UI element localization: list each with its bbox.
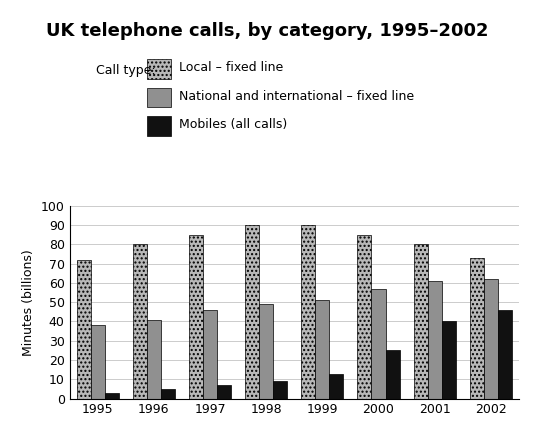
Bar	[273, 381, 287, 399]
Bar	[147, 320, 161, 399]
Y-axis label: Minutes (billions): Minutes (billions)	[22, 249, 35, 356]
Text: Call type:: Call type:	[96, 64, 156, 77]
Bar	[442, 321, 456, 399]
Bar	[77, 260, 90, 399]
FancyBboxPatch shape	[147, 116, 171, 136]
Bar	[330, 374, 343, 399]
Bar	[484, 279, 498, 399]
Bar	[245, 225, 259, 399]
Text: Mobiles (all calls): Mobiles (all calls)	[179, 118, 287, 131]
Bar	[357, 235, 371, 399]
Bar	[133, 244, 147, 399]
Bar	[189, 235, 203, 399]
Text: UK telephone calls, by category, 1995–2002: UK telephone calls, by category, 1995–20…	[46, 22, 489, 40]
Bar	[414, 244, 427, 399]
Bar	[161, 389, 175, 399]
FancyBboxPatch shape	[147, 59, 171, 79]
Bar	[301, 225, 315, 399]
Text: Local – fixed line: Local – fixed line	[179, 61, 284, 74]
Text: National and international – fixed line: National and international – fixed line	[179, 90, 414, 102]
Bar	[203, 310, 217, 399]
Bar	[217, 385, 231, 399]
FancyBboxPatch shape	[147, 88, 171, 107]
Bar	[371, 289, 386, 399]
Bar	[315, 300, 330, 399]
Bar	[105, 393, 119, 399]
Bar	[498, 310, 512, 399]
Bar	[90, 325, 105, 399]
Bar	[427, 281, 442, 399]
Bar	[470, 258, 484, 399]
Bar	[386, 350, 400, 399]
Bar	[259, 304, 273, 399]
